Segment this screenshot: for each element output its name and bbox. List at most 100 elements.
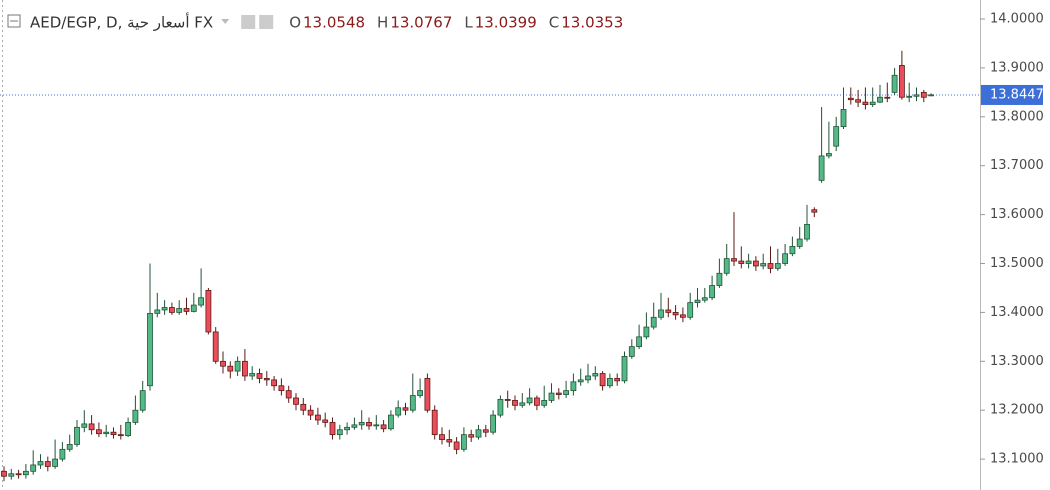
candle-body [877, 96, 883, 103]
candle-body [263, 378, 270, 381]
candle-body [906, 95, 913, 98]
candle-body [753, 260, 759, 267]
candle-body [774, 263, 781, 269]
candle-body [607, 378, 613, 387]
candle-body [271, 379, 278, 387]
candle-body [716, 272, 723, 286]
candle-body [424, 378, 431, 411]
y-tick-label: 13.6000 [990, 207, 1044, 222]
candle-body [599, 373, 606, 387]
candle-body [373, 424, 380, 427]
candle-body [125, 422, 131, 437]
candle-body [884, 96, 891, 99]
candle-body [59, 448, 66, 460]
candle-body [504, 399, 511, 401]
eye-icon[interactable] [241, 15, 256, 29]
candle-body [293, 397, 299, 405]
candle-body [103, 431, 110, 435]
ohlc-key: L [464, 14, 473, 32]
candle-body [198, 297, 205, 306]
candle-body [402, 407, 409, 411]
plot [0, 50, 980, 482]
y-tick-label: 13.3000 [990, 354, 1044, 369]
candle-body [796, 238, 803, 247]
candle-body [132, 409, 139, 423]
candle-body [1, 470, 7, 477]
chart-title: AED/EGP, D, أسعار حية FX [30, 13, 213, 32]
candle-body [154, 309, 161, 314]
candle-body [534, 397, 540, 406]
candle-body [351, 424, 358, 428]
candle-body [30, 464, 37, 472]
candle-body [139, 390, 146, 411]
caret[interactable] [221, 19, 230, 24]
candle-body [168, 307, 175, 313]
candle-body [541, 400, 548, 406]
candle-body [687, 302, 694, 318]
y-tick-label: 13.1000 [990, 452, 1044, 467]
candle-body [658, 309, 664, 318]
candle-body [818, 155, 825, 181]
candle-body [680, 314, 686, 318]
y-tick-label: 13.8000 [990, 109, 1044, 124]
candle-body [234, 360, 241, 372]
candle-body [285, 390, 292, 399]
candle-body [526, 397, 533, 404]
candle-body [563, 390, 569, 395]
candle-body [431, 409, 438, 436]
last-price-box [981, 84, 1043, 105]
candle-body [490, 414, 497, 433]
candle-body [614, 378, 621, 382]
candle-body [833, 126, 840, 147]
ohlc-key: H [377, 14, 388, 32]
candle-body [621, 356, 628, 382]
candle-body [409, 395, 416, 411]
ohlc-value: 13.0767 [390, 14, 452, 32]
candle-body [336, 429, 343, 436]
candle-body [840, 109, 847, 127]
ohlc-key: C [549, 14, 559, 32]
candle-body [417, 390, 424, 396]
candle-body [738, 260, 745, 264]
candle-body [380, 424, 387, 430]
candle-body [899, 65, 905, 98]
candle-body [468, 434, 475, 438]
candle-body [585, 375, 591, 381]
candle-body [855, 99, 861, 103]
candle-body [497, 399, 504, 416]
y-tick-label: 13.4000 [990, 305, 1044, 320]
candle-body [548, 392, 555, 401]
candle-body [220, 360, 226, 367]
candle-body [37, 461, 44, 466]
candle-body [300, 403, 307, 411]
candle-body [665, 309, 672, 313]
candle-body [66, 444, 73, 450]
candle-body [782, 253, 788, 264]
candle-body [636, 336, 642, 348]
candle-body [439, 434, 445, 440]
candle-body [322, 419, 329, 423]
candle-body [8, 473, 15, 477]
candle-body [460, 434, 467, 450]
candle-body [672, 312, 679, 316]
candle-body [891, 74, 898, 93]
candle-body [570, 381, 577, 392]
candle-body [81, 423, 88, 428]
y-tick-label: 13.5000 [990, 256, 1044, 271]
settings-icon[interactable] [259, 15, 274, 29]
candle-body [760, 263, 767, 267]
candle-body [96, 429, 102, 435]
candle-body [44, 461, 51, 467]
last-price-label: 13.8447 [990, 87, 1044, 102]
candle-body [869, 101, 876, 105]
candle-body [643, 326, 650, 338]
candle-body [117, 434, 124, 437]
candle-body [577, 379, 584, 383]
candle-body [694, 299, 701, 304]
candle-body [709, 285, 715, 299]
candle-body [314, 414, 321, 421]
ohlc-value: 13.0399 [475, 14, 537, 32]
candle-body [920, 91, 927, 98]
y-tick-label: 14.0000 [990, 12, 1044, 27]
